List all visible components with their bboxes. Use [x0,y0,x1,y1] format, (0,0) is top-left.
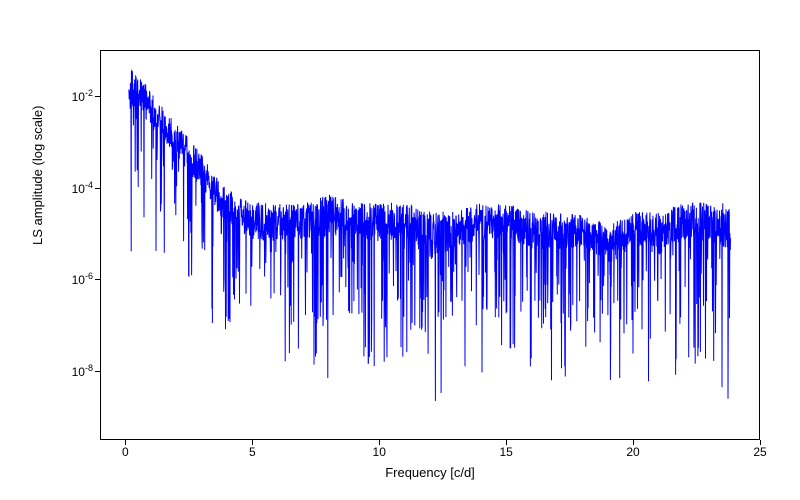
periodogram-line [101,51,761,441]
y-tick [95,279,100,280]
x-tick-label: 25 [753,445,766,459]
x-tick-label: 5 [249,445,256,459]
x-tick-label: 10 [373,445,386,459]
y-tick [95,371,100,372]
y-tick-label: 10-8 [72,363,93,379]
y-tick-label: 10-6 [72,271,93,287]
y-tick [95,188,100,189]
x-tick-label: 20 [626,445,639,459]
chart-container [100,50,760,440]
y-tick-label: 10-2 [72,88,93,104]
y-tick [95,96,100,97]
x-tick-label: 15 [499,445,512,459]
x-tick-label: 0 [122,445,129,459]
y-axis-label: LS amplitude (log scale) [30,106,45,245]
x-axis-label: Frequency [c/d] [100,465,760,480]
y-tick-label: 10-4 [72,180,93,196]
plot-area [100,50,760,440]
